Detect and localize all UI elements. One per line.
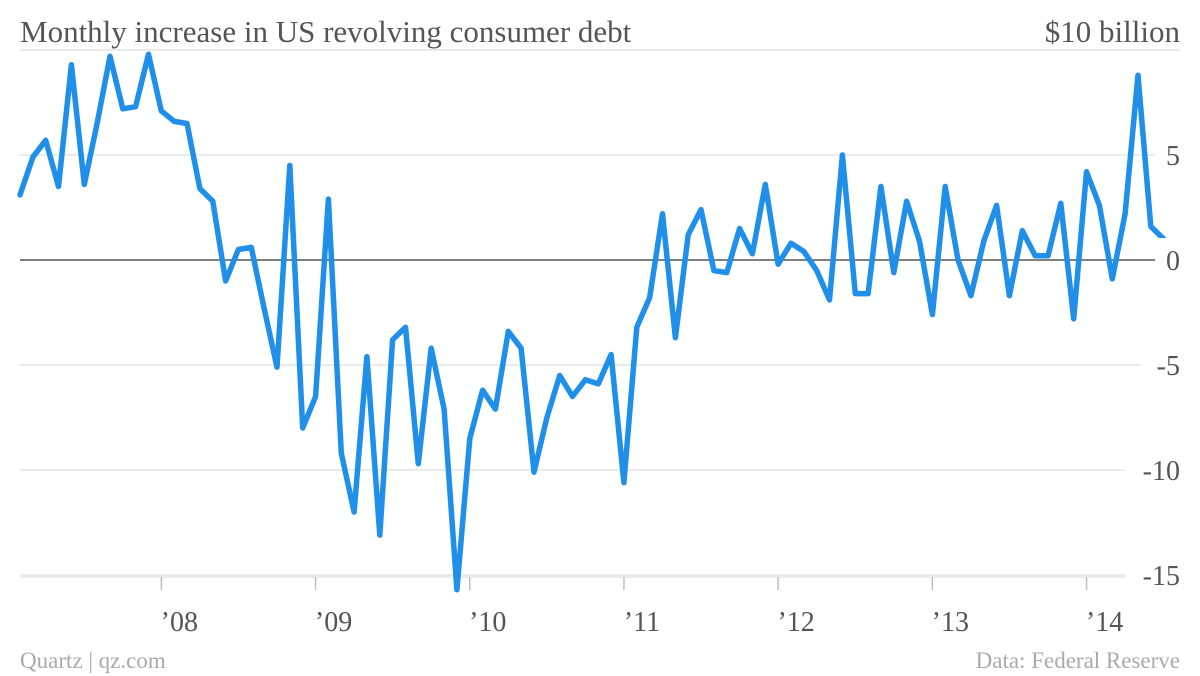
x-tick-label: ’13 [932,607,969,638]
x-axis: ’08 ’09 ’10 ’11 ’12 ’13 ’14 [20,576,1180,638]
credit-text: Quartz | qz.com [20,648,166,673]
y-axis: 5 0 -5 -10 -15 [1125,133,1180,592]
y-tick: -15 [1125,553,1180,592]
y-tick-label: 0 [1166,246,1180,277]
y-tick-label-bg [1125,553,1180,591]
y-tick: 0 [1155,238,1180,277]
y-tick-label-bg [1125,448,1180,486]
x-tick-label: ’08 [161,607,198,638]
y-tick-label-bg [1155,133,1180,171]
x-tick-label: ’10 [469,607,506,638]
gridlines [20,49,1180,576]
chart-title: Monthly increase in US revolving consume… [20,14,632,49]
y-tick-label: -15 [1143,561,1180,592]
y-tick: -10 [1125,448,1180,487]
y-tick-label: -10 [1143,456,1180,487]
x-tick-label: ’11 [624,607,660,638]
y-tick-label-bg [1140,343,1180,381]
series-line [17,51,1167,593]
x-tick-label: ’09 [315,607,352,638]
x-tick-label: ’12 [777,607,814,638]
y-tick-label-bg [1155,238,1180,276]
unit-label: $10 billion [1045,14,1181,49]
series-layer [17,51,1167,593]
x-tick-label: ’14 [1086,607,1123,638]
y-tick: 5 [1155,133,1180,172]
y-tick-label: -5 [1157,351,1180,382]
y-tick-label: 5 [1166,141,1180,172]
source-text: Data: Federal Reserve [976,648,1180,673]
y-tick: -5 [1140,343,1180,382]
